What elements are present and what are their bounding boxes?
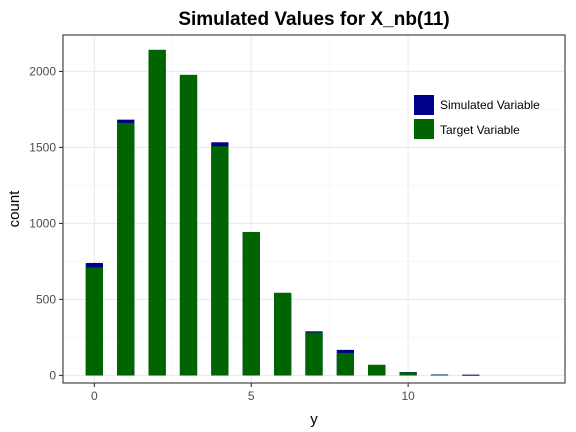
bar-target (273, 292, 292, 376)
bar-target (179, 74, 198, 376)
y-tick-label: 2000 (29, 64, 56, 78)
x-tick-label: 0 (91, 389, 98, 403)
target-bars (85, 49, 480, 376)
bar-target (462, 375, 480, 376)
axis-ticks: 0 5 10 0 500 1000 1500 2000 (29, 64, 415, 403)
bar-target (430, 374, 449, 376)
bar-target (85, 267, 104, 376)
y-tick-label: 0 (49, 368, 56, 382)
bar-simulated (462, 374, 480, 376)
x-axis-title: y (310, 411, 318, 428)
bar-target (148, 49, 166, 376)
legend-key-target (414, 119, 434, 139)
x-tick-label: 5 (248, 389, 255, 403)
legend-label-simulated: Simulated Variable (440, 98, 540, 112)
y-axis-title: count (6, 190, 23, 228)
legend-key-simulated (414, 95, 434, 115)
x-tick-label: 10 (401, 389, 415, 403)
bar-target (117, 122, 135, 376)
bar-target (336, 352, 355, 376)
chart-title: Simulated Values for X_nb(11) (178, 9, 449, 30)
bar-target (305, 332, 323, 376)
bar-target (399, 372, 417, 376)
legend: Simulated Variable Target Variable (414, 95, 540, 139)
plot-panel-border (62, 34, 566, 384)
y-tick-label: 1000 (29, 216, 56, 230)
bar-target (242, 231, 260, 376)
bar-target (368, 364, 386, 376)
bar-target (211, 146, 229, 376)
y-tick-label: 1500 (29, 140, 56, 154)
y-tick-label: 500 (36, 292, 56, 306)
legend-label-target: Target Variable (440, 123, 520, 137)
